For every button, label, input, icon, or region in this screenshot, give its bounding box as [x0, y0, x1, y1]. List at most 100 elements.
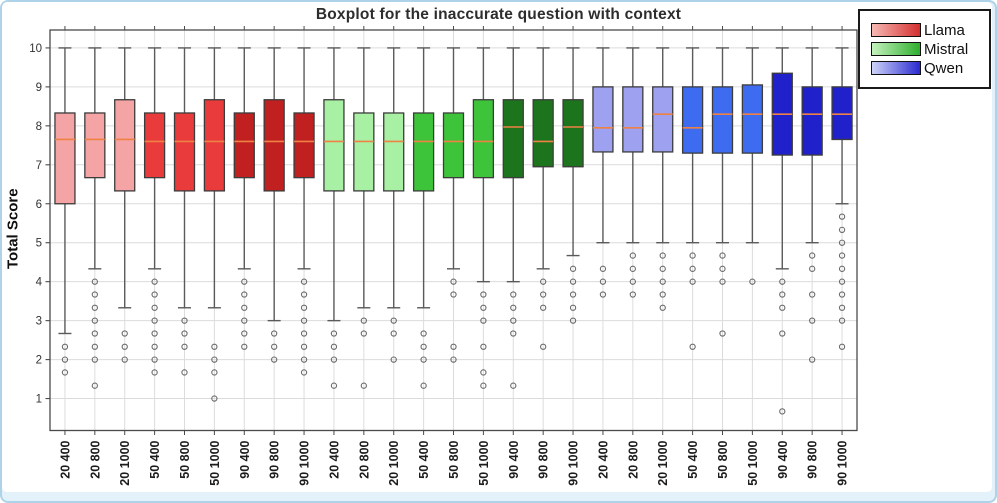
y-tick-label: 8 [36, 121, 42, 133]
x-tick-label: 20 400 [58, 440, 72, 478]
legend-swatch-llama [871, 23, 921, 37]
outlier-qwen-90-800 [809, 265, 816, 272]
x-tick-label: 90 1000 [298, 440, 312, 485]
outlier-llama-50-400 [151, 291, 158, 298]
legend-swatch-mistral [871, 42, 921, 56]
outlier-mistral-50-1000 [480, 369, 487, 376]
outlier-mistral-20-400 [330, 356, 338, 363]
outlier-qwen-90-400 [779, 291, 786, 298]
outlier-llama-20-400 [61, 343, 69, 350]
outlier-qwen-90-400 [779, 278, 786, 285]
outlier-qwen-50-800 [719, 265, 726, 272]
outlier-llama-90-1000 [300, 278, 308, 285]
outlier-qwen-90-1000 [838, 265, 846, 272]
outlier-llama-50-1000 [211, 395, 218, 402]
x-tick-label: 50 1000 [208, 440, 222, 485]
outlier-mistral-50-400 [420, 382, 427, 389]
outlier-llama-50-800 [181, 330, 188, 337]
outlier-mistral-50-400 [420, 356, 427, 363]
outlier-qwen-90-1000 [838, 317, 846, 324]
outlier-mistral-50-800 [450, 291, 457, 298]
box-qwen-50-400 [681, 86, 704, 154]
outlier-mistral-50-800 [450, 356, 457, 363]
outlier-mistral-20-800 [360, 382, 367, 389]
x-tick-label: 50 400 [686, 440, 700, 478]
outlier-llama-50-800 [181, 369, 188, 376]
x-tick-label: 20 400 [596, 440, 610, 478]
legend-item-qwen: Qwen [871, 61, 989, 76]
x-tick-label: 20 1000 [656, 440, 670, 485]
outlier-mistral-20-800 [360, 317, 367, 324]
outlier-llama-90-400 [241, 317, 248, 324]
box-llama-90-800 [263, 99, 285, 192]
outlier-llama-20-800 [91, 304, 98, 311]
x-tick-label: 20 1000 [118, 440, 132, 485]
outlier-mistral-20-1000 [390, 356, 397, 363]
outlier-llama-50-1000 [211, 369, 218, 376]
box-qwen-50-1000 [741, 84, 764, 154]
y-tick-label: 2 [36, 355, 42, 367]
y-axis-label: Total Score [4, 188, 22, 270]
outlier-qwen-90-1000 [838, 343, 846, 350]
outlier-llama-50-1000 [211, 356, 218, 363]
box-llama-50-800 [173, 112, 196, 192]
outlier-mistral-90-1000 [569, 265, 577, 272]
outlier-qwen-90-1000 [838, 226, 846, 234]
outlier-qwen-20-800 [629, 265, 636, 272]
outlier-qwen-50-800 [719, 252, 726, 259]
outlier-mistral-90-400 [510, 330, 517, 337]
outlier-mistral-20-400 [330, 330, 338, 337]
outlier-llama-90-1000 [300, 317, 308, 324]
outlier-llama-50-400 [151, 304, 158, 311]
outlier-llama-90-1000 [300, 356, 308, 363]
outlier-qwen-20-1000 [659, 291, 666, 298]
outlier-qwen-90-1000 [838, 239, 846, 246]
box-mistral-90-1000 [562, 99, 584, 168]
outlier-mistral-50-1000 [480, 304, 487, 311]
x-tick-label: 50 800 [178, 440, 192, 478]
outlier-mistral-90-1000 [569, 317, 577, 324]
box-mistral-20-1000 [383, 112, 405, 192]
outlier-llama-90-800 [271, 330, 278, 337]
outlier-qwen-20-1000 [659, 265, 666, 272]
box-qwen-50-800 [711, 86, 734, 154]
box-mistral-20-800 [353, 112, 375, 192]
outlier-mistral-20-800 [360, 330, 367, 337]
outlier-llama-20-800 [91, 291, 98, 298]
x-tick-label: 50 1000 [477, 440, 491, 485]
outlier-qwen-50-1000 [749, 278, 756, 285]
outlier-llama-20-800 [91, 278, 98, 285]
outlier-qwen-90-400 [779, 304, 786, 311]
outlier-mistral-50-1000 [480, 291, 487, 298]
outlier-llama-50-800 [181, 317, 188, 324]
outlier-llama-90-400 [241, 304, 248, 311]
outlier-llama-90-800 [271, 356, 278, 363]
outlier-qwen-90-1000 [838, 304, 846, 311]
x-tick-label: 90 800 [806, 440, 820, 478]
outlier-qwen-90-800 [809, 356, 816, 363]
outlier-llama-90-1000 [300, 330, 308, 337]
outlier-mistral-90-1000 [569, 278, 577, 285]
legend-label-mistral: Mistral [924, 40, 969, 58]
outlier-qwen-50-400 [689, 265, 696, 272]
outlier-qwen-20-400 [599, 291, 607, 298]
outlier-qwen-20-1000 [659, 278, 666, 285]
outlier-qwen-50-400 [689, 343, 696, 350]
x-tick-label: 90 400 [507, 440, 521, 478]
outlier-llama-90-1000 [300, 304, 308, 311]
outlier-qwen-90-1000 [838, 278, 846, 285]
x-tick-label: 50 400 [417, 440, 431, 478]
outlier-qwen-90-1000 [838, 252, 846, 259]
outlier-qwen-20-400 [599, 265, 607, 272]
x-tick-label: 90 1000 [836, 440, 850, 485]
box-mistral-50-1000 [472, 99, 495, 179]
outlier-qwen-20-1000 [659, 304, 666, 311]
x-tick-label: 20 1000 [387, 440, 401, 485]
outlier-llama-90-800 [271, 343, 278, 350]
outlier-llama-20-800 [91, 330, 98, 337]
box-llama-20-800 [84, 112, 106, 179]
x-tick-label: 90 800 [268, 440, 282, 478]
outlier-mistral-90-1000 [569, 291, 577, 298]
outlier-qwen-20-800 [629, 291, 636, 298]
